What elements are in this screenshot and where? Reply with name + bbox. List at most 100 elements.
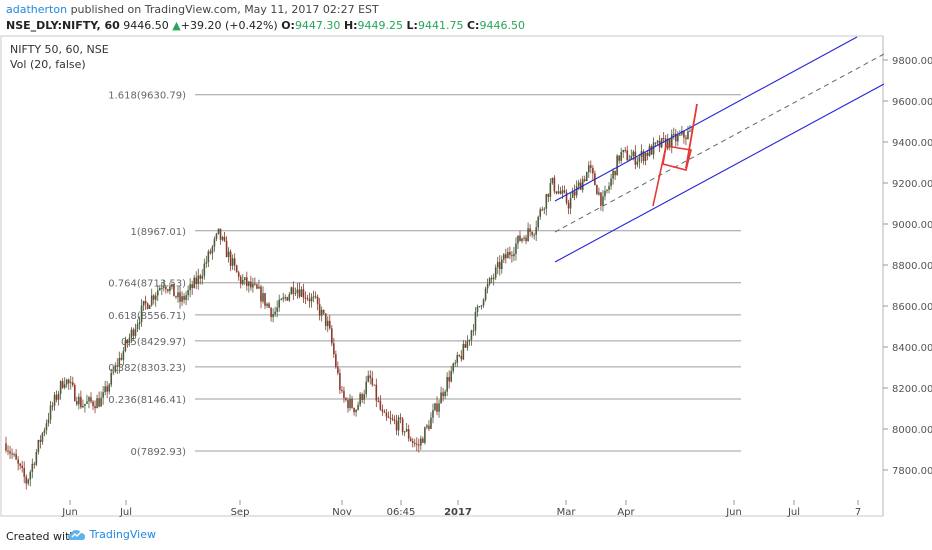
candle-body	[94, 406, 96, 409]
candle-body	[102, 392, 104, 398]
flag-body[interactable]	[662, 145, 692, 171]
candle-body	[559, 191, 562, 194]
bull-flag-drawing[interactable]	[652, 103, 698, 207]
candle-body	[300, 289, 303, 297]
candle-body	[513, 253, 515, 257]
candle-body	[525, 237, 527, 242]
candle-body	[288, 294, 291, 301]
candle-body	[505, 254, 507, 259]
channel-lower-line[interactable]	[554, 83, 885, 263]
candle-body	[310, 296, 313, 302]
candle-body	[326, 320, 329, 327]
candle-body	[638, 156, 641, 162]
candle-body	[76, 401, 78, 405]
candle-body	[602, 196, 604, 206]
footer-bar: Created with TradingView	[0, 522, 932, 550]
fibonacci-retracement[interactable]: 1.618(9630.79) 1(8967.01) 0.764(8713.53) 0.…	[108, 91, 741, 458]
candle-body	[161, 287, 163, 289]
candle-body	[418, 444, 420, 446]
candle-body	[203, 263, 206, 276]
candle-body	[679, 134, 681, 136]
price-change: +39.20 (+0.42%)	[180, 19, 278, 32]
candle-body	[399, 417, 402, 419]
candle-body	[86, 401, 88, 404]
candle-body	[63, 384, 66, 388]
candle-body	[312, 296, 315, 298]
y-tick-label: 9600.00	[892, 97, 932, 108]
candle-body	[438, 403, 440, 412]
trend-channel[interactable]	[554, 36, 885, 263]
y-tick-label: 8800.00	[892, 261, 932, 272]
y-tick-label: 7800.00	[892, 466, 932, 477]
y-tick-label: 8600.00	[892, 302, 932, 313]
candle-body	[561, 190, 564, 194]
candle-body	[341, 390, 343, 392]
channel-upper-line[interactable]	[554, 36, 858, 202]
candle-body	[9, 451, 11, 454]
candle-body	[45, 423, 48, 431]
tradingview-logo[interactable]: TradingView	[68, 528, 156, 541]
candle-body	[389, 417, 392, 419]
candle-body	[268, 303, 270, 308]
candle-body	[668, 138, 671, 148]
candle-body	[278, 299, 280, 308]
candle-body	[492, 277, 495, 280]
candle-body	[154, 295, 157, 300]
candle-body	[217, 228, 220, 234]
candle-body	[197, 275, 200, 285]
candle-body	[521, 238, 523, 241]
y-tick-label: 8000.00	[892, 425, 932, 436]
candle-body	[482, 299, 485, 306]
fib-level-label: 1(8967.01)	[130, 227, 186, 238]
candle-body	[239, 276, 242, 284]
candle-body	[316, 296, 319, 305]
candle-body	[654, 142, 657, 144]
candle-body	[351, 398, 353, 408]
candle-body	[456, 355, 459, 363]
candle-body	[163, 286, 165, 288]
candle-body	[507, 251, 509, 259]
candle-body	[264, 293, 266, 306]
candle-body	[618, 155, 620, 161]
candle-body	[29, 471, 32, 480]
candle-body	[664, 138, 667, 149]
price-chart[interactable]: NIFTY 50, 60, NSE Vol (20, false) 1.618(…	[0, 34, 932, 522]
candle-body	[616, 155, 618, 176]
candle-body	[171, 284, 173, 287]
candle-body	[61, 381, 64, 388]
candle-body	[304, 297, 307, 299]
candle-body	[328, 320, 331, 329]
candle-body	[215, 233, 218, 239]
chart-area[interactable]: NIFTY 50, 60, NSE Vol (20, false) 1.618(…	[0, 34, 932, 522]
candle-body	[290, 287, 293, 295]
candle-body	[296, 289, 299, 294]
candle-body	[573, 191, 576, 196]
candle-body	[579, 182, 582, 190]
candle-body	[71, 382, 74, 386]
time-axis[interactable]: Jun Jul Sep Nov 06:45 2017 Mar Apr Jun Jul 7	[61, 500, 861, 518]
candle-body	[37, 440, 40, 452]
candle-body	[476, 306, 479, 312]
candle-body	[583, 179, 586, 181]
candle-body	[420, 438, 422, 446]
candle-body	[397, 417, 400, 431]
y-tick-label: 9200.00	[892, 179, 932, 190]
publish-info: adatherton published on TradingView.com,…	[6, 3, 379, 16]
candle-body	[17, 459, 19, 464]
low-value: 9441.75	[417, 19, 464, 32]
breakout-line[interactable]	[685, 103, 698, 169]
candle-body	[555, 191, 558, 194]
candle-body	[31, 463, 34, 472]
candle-body	[276, 307, 278, 312]
price-axis[interactable]: 9800.00 9600.00 9400.00 9200.00 9000.00 8800.…	[883, 56, 932, 477]
plot-frame	[0, 35, 884, 517]
candle-body	[57, 393, 60, 400]
candle-body	[480, 305, 483, 307]
candle-body	[294, 293, 297, 295]
candle-body	[53, 394, 56, 406]
fib-level-label: 0.764(8713.53)	[108, 279, 186, 290]
candle-body	[622, 150, 624, 153]
author-link[interactable]: adatherton	[6, 3, 68, 16]
candle-body	[231, 258, 234, 266]
candle-body	[320, 309, 323, 316]
